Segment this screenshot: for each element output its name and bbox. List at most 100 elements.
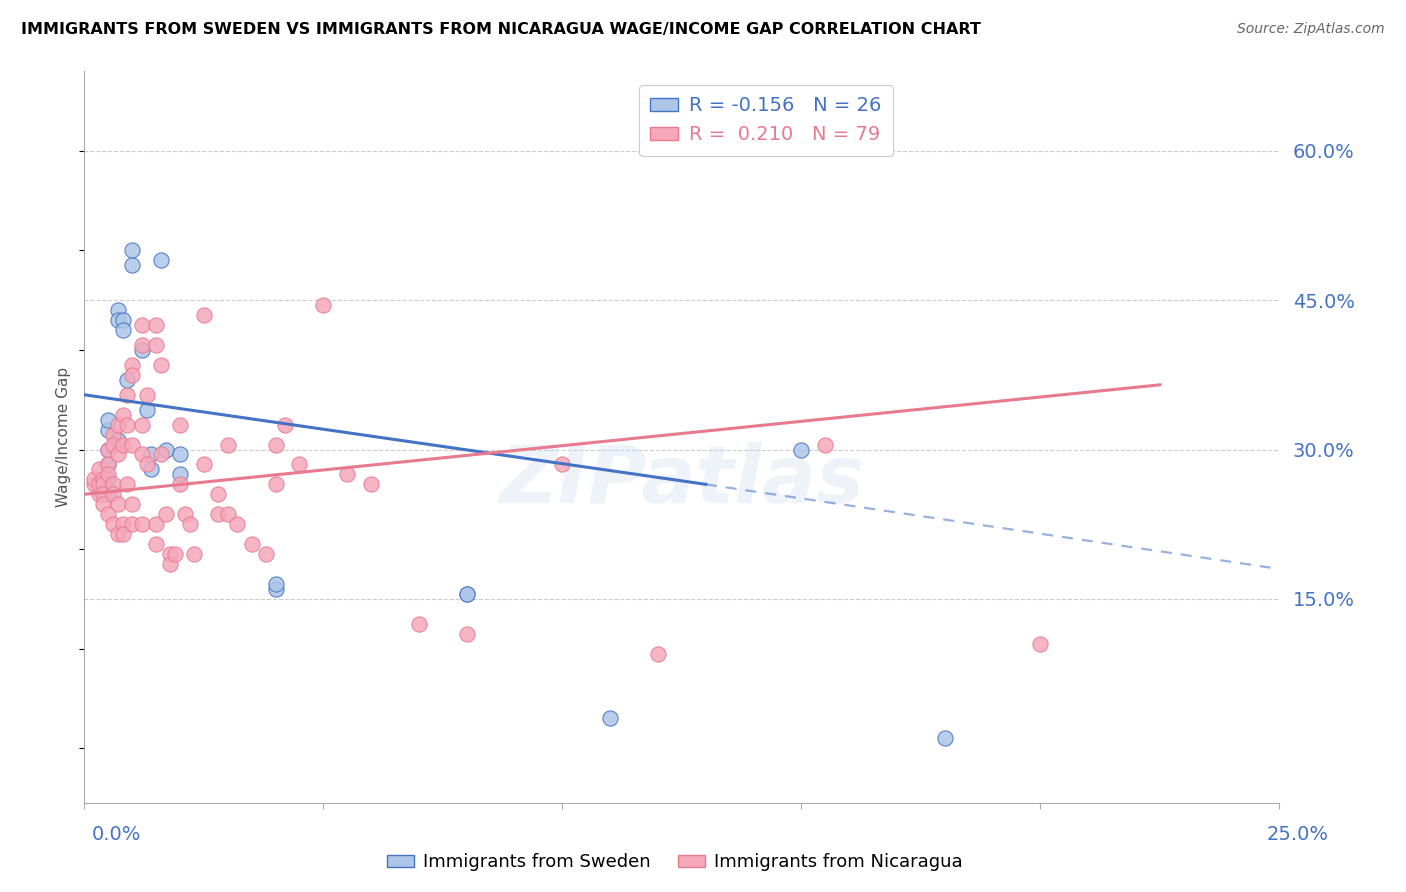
Point: [121, 358, 143, 372]
Point: [254, 547, 277, 561]
Point: [193, 308, 215, 322]
Point: [131, 448, 153, 462]
Point: [97, 467, 120, 482]
Point: [111, 517, 134, 532]
Point: [226, 517, 249, 532]
Point: [145, 537, 167, 551]
Point: [101, 487, 124, 501]
Point: [336, 467, 359, 482]
Point: [93, 497, 115, 511]
Point: [165, 547, 187, 561]
Point: [121, 259, 143, 273]
Point: [155, 442, 177, 457]
Point: [111, 527, 134, 541]
Point: [107, 303, 129, 318]
Point: [83, 472, 105, 486]
Point: [93, 487, 115, 501]
Point: [83, 477, 105, 491]
Point: [93, 477, 115, 491]
Point: [87, 487, 110, 501]
Point: [93, 472, 115, 486]
Point: [121, 437, 143, 451]
Point: [207, 487, 229, 501]
Point: [193, 458, 215, 472]
Point: [934, 731, 956, 745]
Point: [183, 547, 205, 561]
Point: [87, 462, 110, 476]
Point: [117, 417, 139, 432]
Legend: R = -0.156   N = 26, R =  0.210   N = 79: R = -0.156 N = 26, R = 0.210 N = 79: [638, 85, 893, 156]
Point: [97, 423, 120, 437]
Point: [121, 368, 143, 382]
Point: [408, 616, 430, 631]
Point: [1029, 636, 1052, 650]
Point: [288, 458, 311, 472]
Point: [264, 582, 287, 596]
Point: [111, 313, 134, 327]
Point: [360, 477, 382, 491]
Point: [107, 448, 129, 462]
Point: [149, 358, 172, 372]
Point: [97, 507, 120, 521]
Point: [149, 448, 172, 462]
Point: [101, 427, 124, 442]
Point: [97, 458, 120, 472]
Point: [456, 587, 478, 601]
Point: [159, 557, 181, 571]
Point: [790, 442, 813, 457]
Text: IMMIGRANTS FROM SWEDEN VS IMMIGRANTS FROM NICARAGUA WAGE/INCOME GAP CORRELATION : IMMIGRANTS FROM SWEDEN VS IMMIGRANTS FRO…: [21, 22, 981, 37]
Point: [149, 253, 172, 268]
Point: [97, 412, 120, 426]
Point: [107, 497, 129, 511]
Point: [97, 458, 120, 472]
Point: [456, 587, 478, 601]
Point: [107, 433, 129, 447]
Legend: Immigrants from Sweden, Immigrants from Nicaragua: Immigrants from Sweden, Immigrants from …: [380, 847, 970, 879]
Point: [599, 711, 621, 725]
Point: [87, 477, 110, 491]
Point: [456, 626, 478, 640]
Point: [111, 408, 134, 422]
Point: [790, 114, 813, 128]
Point: [97, 487, 120, 501]
Point: [264, 577, 287, 591]
Point: [131, 318, 153, 332]
Y-axis label: Wage/Income Gap: Wage/Income Gap: [56, 367, 72, 508]
Point: [169, 417, 191, 432]
Point: [107, 527, 129, 541]
Point: [97, 442, 120, 457]
Point: [141, 448, 163, 462]
Point: [117, 388, 139, 402]
Point: [121, 497, 143, 511]
Point: [97, 442, 120, 457]
Point: [101, 477, 124, 491]
Point: [647, 647, 669, 661]
Point: [145, 318, 167, 332]
Point: [107, 417, 129, 432]
Point: [101, 517, 124, 532]
Point: [145, 338, 167, 352]
Point: [169, 448, 191, 462]
Point: [131, 343, 153, 357]
Text: 0.0%: 0.0%: [91, 825, 141, 844]
Point: [274, 417, 297, 432]
Point: [179, 517, 201, 532]
Point: [117, 373, 139, 387]
Point: [264, 477, 287, 491]
Point: [135, 458, 157, 472]
Point: [159, 547, 181, 561]
Point: [131, 338, 153, 352]
Point: [121, 517, 143, 532]
Point: [97, 483, 120, 497]
Point: [173, 507, 195, 521]
Point: [217, 437, 239, 451]
Point: [107, 313, 129, 327]
Point: [131, 417, 153, 432]
Point: [551, 458, 574, 472]
Text: Source: ZipAtlas.com: Source: ZipAtlas.com: [1237, 22, 1385, 37]
Point: [145, 517, 167, 532]
Point: [169, 467, 191, 482]
Point: [135, 402, 157, 417]
Point: [264, 437, 287, 451]
Point: [135, 388, 157, 402]
